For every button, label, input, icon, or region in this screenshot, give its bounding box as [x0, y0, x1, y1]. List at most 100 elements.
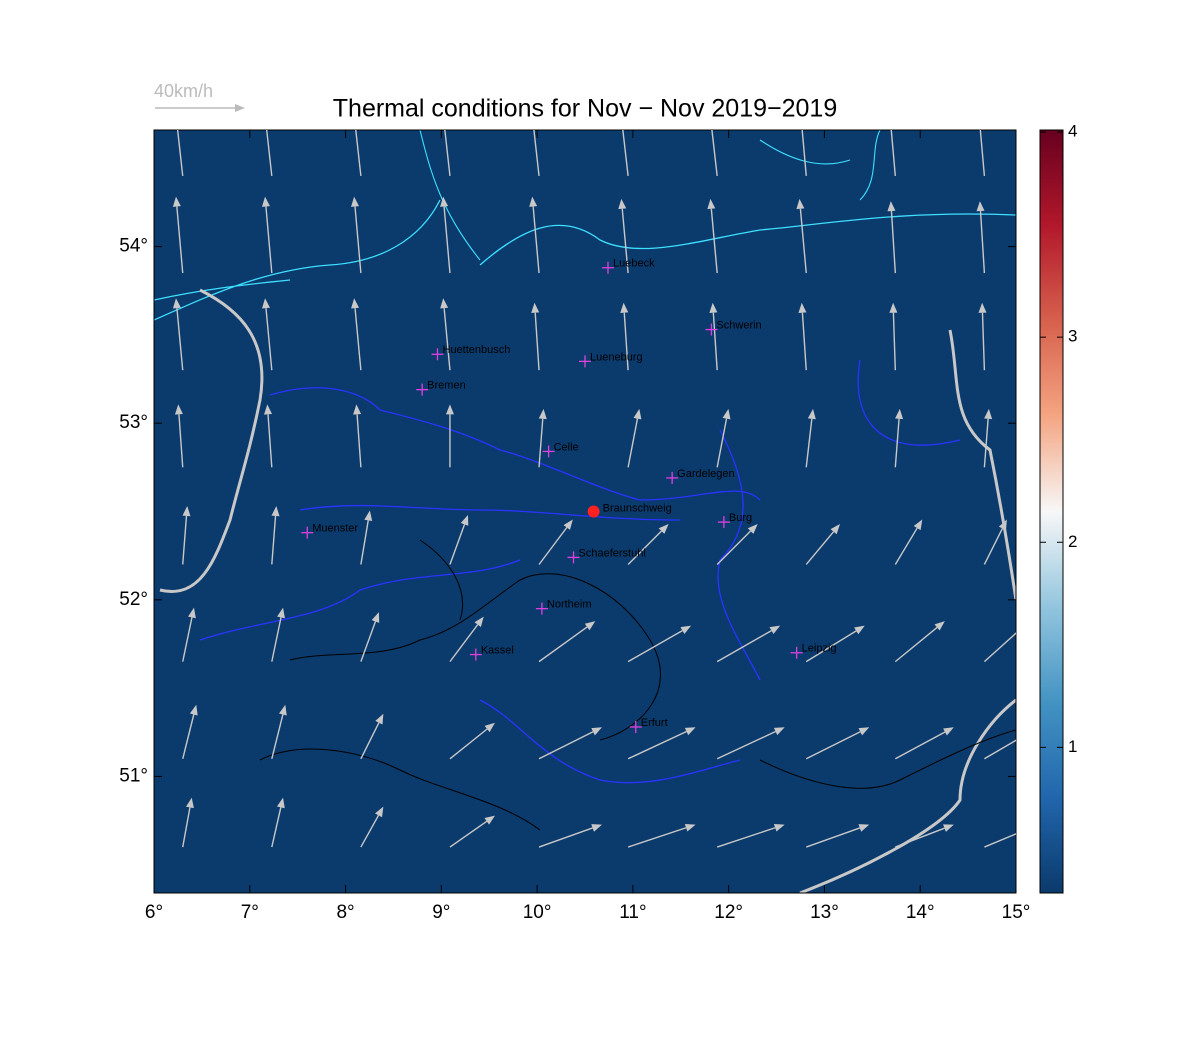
wind-arrow	[155, 104, 245, 112]
wind-arrow	[894, 727, 954, 760]
arrow-shaft	[355, 130, 362, 176]
wind-arrow	[271, 607, 285, 662]
arrow-head	[364, 510, 373, 522]
wind-arrow	[360, 510, 373, 565]
wind-arrow	[351, 298, 362, 371]
arrow-shaft	[983, 632, 1016, 663]
wind-arrow	[182, 797, 194, 848]
arrow-head	[591, 727, 603, 736]
wind-arrow	[529, 196, 540, 274]
arrow-shaft	[360, 814, 380, 848]
arrow-shaft	[627, 629, 683, 663]
wind-arrow	[984, 739, 1016, 760]
arrow-shaft	[178, 414, 184, 468]
y-tick-label: 52°	[119, 589, 148, 610]
x-tick-label: 12°	[714, 902, 743, 923]
city	[301, 526, 314, 539]
city	[717, 516, 730, 529]
city-label: Burg	[729, 512, 752, 524]
arrow-head	[998, 519, 1007, 531]
wind-arrow	[353, 404, 362, 468]
arrow-shaft	[538, 418, 544, 468]
arrow-head	[773, 823, 785, 832]
wind-arrow	[620, 302, 629, 371]
arrow-head	[885, 99, 893, 109]
arrow-shaft	[805, 731, 861, 760]
coastline	[154, 199, 1016, 321]
wind-arrow	[538, 408, 547, 468]
arrow-shaft	[182, 714, 195, 759]
x-tick-label: 10°	[523, 902, 552, 923]
arrow-shaft	[360, 520, 369, 565]
wind-arrow	[360, 806, 384, 848]
arrow-shaft	[979, 210, 986, 274]
colorbar-tick-label: 3	[1068, 327, 1077, 346]
arrow-head	[978, 302, 987, 313]
arrow-shaft	[538, 827, 593, 848]
wind-arrow	[360, 713, 384, 760]
arrow-shaft	[271, 515, 277, 565]
arrow-shaft	[805, 418, 813, 468]
arrow-shaft	[538, 527, 568, 565]
wind-arrow	[531, 302, 540, 371]
arrow-shaft	[984, 739, 1016, 760]
x-tick-label: 6°	[145, 902, 163, 923]
arrow-shaft	[801, 312, 807, 371]
city-label: Huettenbusch	[443, 344, 511, 356]
arrow-head	[684, 727, 696, 736]
arrow-head	[271, 505, 280, 517]
city-label: Erfurt	[641, 717, 668, 729]
arrow-head	[262, 298, 270, 309]
wind-arrow	[449, 514, 469, 565]
wind-arrow	[261, 196, 273, 274]
wind-arrow	[174, 404, 184, 468]
arrow-shaft	[360, 621, 377, 662]
wind-arrow	[182, 505, 191, 565]
wind-arrow	[979, 130, 986, 176]
city	[416, 383, 429, 396]
city-label: Leipzig	[802, 643, 837, 655]
chart-title: Thermal conditions for Nov − Nov 2019−20…	[333, 95, 837, 123]
arrow-head	[1019, 621, 1029, 631]
arrow-shaft	[444, 130, 451, 176]
station-marker	[587, 505, 600, 518]
arrow-head	[445, 404, 454, 415]
arrow-head	[538, 408, 547, 420]
arrow-shaft	[892, 312, 897, 371]
city	[431, 348, 444, 361]
x-tick-label: 9°	[432, 902, 450, 923]
arrow-head	[460, 514, 469, 526]
arrow-shaft	[716, 530, 752, 565]
wind-field	[172, 99, 1029, 848]
wind-arrow	[538, 824, 603, 848]
arrow-shaft	[176, 308, 184, 371]
arrow-shaft	[894, 626, 938, 663]
arrow-shaft	[534, 312, 540, 371]
arrow-shaft	[983, 418, 989, 468]
wind-arrow	[716, 823, 785, 848]
arrow-head	[279, 704, 287, 716]
wind-arrow	[707, 198, 718, 274]
arrow-head	[189, 704, 198, 716]
x-tick-label: 13°	[810, 902, 839, 923]
arrow-head	[563, 519, 573, 530]
arrow-head	[658, 523, 669, 534]
arrow-head	[591, 824, 603, 832]
arrow-head	[747, 523, 758, 534]
arrow-head	[976, 201, 985, 212]
arrow-shaft	[443, 308, 451, 371]
arrow-head	[830, 523, 840, 535]
arrow-shaft	[805, 630, 857, 663]
city	[567, 551, 580, 564]
wind-arrow	[798, 302, 807, 371]
arrow-shaft	[182, 515, 188, 565]
wind-arrow	[983, 408, 993, 468]
arrow-shaft	[716, 730, 776, 760]
arrow-shaft	[538, 731, 594, 760]
arrow-shaft	[182, 807, 191, 848]
city	[469, 648, 482, 661]
arrow-shaft	[716, 418, 728, 468]
arrow-head	[484, 722, 495, 733]
arrow-head	[722, 408, 731, 420]
